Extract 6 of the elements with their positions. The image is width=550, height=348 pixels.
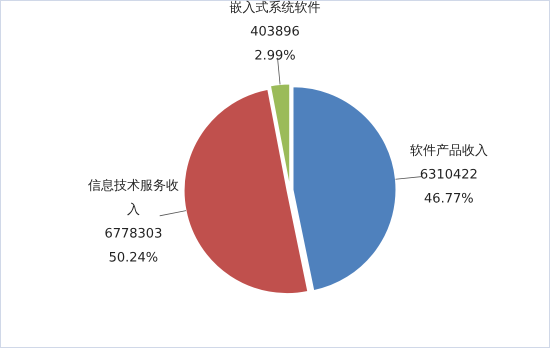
slice-label: 软件产品收入 [410, 143, 488, 158]
data-label: 6778303 50.24% [104, 226, 162, 266]
slice-label: 信息技术服务收入 [88, 178, 179, 218]
slice-label: 嵌入式系统软件 [230, 0, 321, 16]
data-label: 403896 2.99% [250, 24, 300, 64]
data-label: 6310422 46.77% [420, 167, 478, 206]
